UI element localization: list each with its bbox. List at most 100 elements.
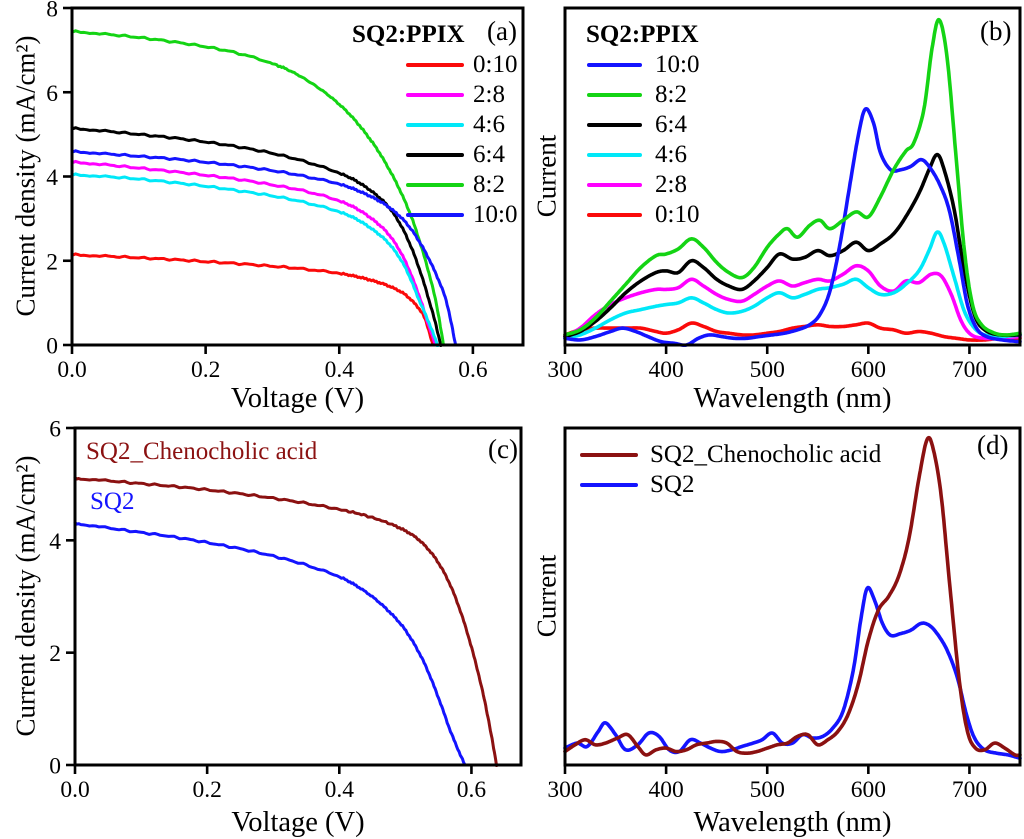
legend-a-title: SQ2:PPIX [352,21,465,48]
legend-swatch [406,153,464,157]
legend-swatch [587,123,642,127]
legend-row: 4:6 [350,110,517,140]
legend-label: 2:8 [655,171,687,198]
x-axis-label-b: Wavelength (nm) [694,383,892,414]
y-tick-label: 6 [46,81,58,107]
curve-c-sq2-chenocholic-acid [73,476,499,767]
y-axis-label-b: Current [531,134,562,218]
legend-label: 0:10 [473,51,518,78]
curve-b-8-2 [563,17,1022,337]
curve-a-2-8 [70,159,437,346]
curve-label-sq2-chenocholic-acid: SQ2_Chenocholic acid [86,438,318,465]
curve-label-sq2: SQ2 [90,488,135,515]
legend-swatch [587,153,642,157]
y-tick-label: 0 [46,334,58,360]
panel-letter-c: (c) [488,434,518,464]
x-tick-label: 600 [851,777,886,803]
legend-swatch [406,93,464,97]
curve-a-10-0 [70,149,457,346]
x-axis-label-d: Wavelength (nm) [694,807,892,838]
x-tick-label: 500 [750,357,785,383]
panel-letter-a: (a) [487,16,517,46]
legend-row: 8:2 [584,80,699,110]
legend-label: 0:10 [655,201,700,228]
curves-c [73,476,499,767]
x-tick-label: 600 [851,357,886,383]
legend-label: 6:4 [473,141,505,168]
x-tick-label: 700 [952,357,987,383]
legend-swatch [580,483,638,487]
curve-a-6-4 [70,126,443,347]
legend-label: SQ2 [650,471,695,498]
curves-b [563,17,1022,347]
panel-letter-d: (d) [977,430,1009,460]
x-tick-label: 0.2 [191,357,220,383]
curve-b-6-4 [563,152,1022,339]
legend-row: 10:0 [350,200,517,230]
y-axis-label-d: Current [531,554,562,638]
y-tick-label: 2 [49,641,61,667]
legend-row: 0:10 [584,200,699,230]
plot-frame-a [70,6,525,347]
legend-b-title: SQ2:PPIX [586,21,699,48]
legend-row: 6:4 [350,140,517,170]
legend-d: SQ2_Chenocholic acid SQ2 [578,440,881,500]
x-tick-label: 300 [547,777,582,803]
x-tick-label: 0.4 [325,777,355,803]
legend-swatch [587,63,642,67]
plot-frame-c [73,426,523,767]
x-tick-label: 0.2 [192,777,221,803]
y-tick-label: 8 [46,0,58,23]
legend-label: 4:6 [473,111,505,138]
x-tick-label: 0.0 [57,357,86,383]
curve-a-4-6 [70,172,439,347]
y-tick-label: 0 [49,754,61,780]
legend-label: 4:6 [655,141,687,168]
y-axis-label-c: Current density (mA/cm²) [10,455,41,737]
legend-label: 10:0 [655,51,700,78]
legend-label: SQ2_Chenocholic acid [650,441,882,468]
x-tick-label: 700 [952,777,987,803]
plot-frame-b [563,6,1022,347]
legend-b: SQ2:PPIX 10:0 8:2 6:4 4:6 2:8 0:10 [584,20,699,230]
panel-d-plot: 300 400 500 600 700 Wavelength (nm) [547,426,1022,838]
x-tick-label: 400 [648,777,683,803]
curves-a [70,29,457,347]
x-axis-label-a: Voltage (V) [231,383,364,414]
curve-b-10-0 [563,107,1022,347]
legend-row: 6:4 [584,110,699,140]
x-tick-label: 500 [750,777,785,803]
curve-b-4-6 [563,230,1022,341]
legend-swatch [406,213,464,217]
legend-row: SQ2_Chenocholic acid [578,440,881,470]
panel-a-plot: 0.0 0.2 0.4 0.6 0 2 4 6 8 Voltage (V) [46,0,525,414]
x-axis-label-c: Voltage (V) [231,807,364,838]
legend-swatch [406,183,464,187]
legend-swatch [587,213,642,217]
legend-row: 10:0 [584,50,699,80]
legend-swatch [580,453,638,457]
legend-row: 0:10 [350,50,517,80]
curve-b-0-10 [563,321,1022,342]
legend-label: 10:0 [473,201,518,228]
x-tick-label: 0.6 [457,777,487,803]
panel-letter-b: (b) [980,16,1012,46]
panel-c-plot: 0.0 0.2 0.4 0.6 0 2 4 6 Voltage (V) [49,417,523,838]
x-tick-label: 300 [547,357,582,383]
panel-b-plot: 300 400 500 600 700 Wavelength (nm) [547,6,1022,414]
y-tick-label: 6 [49,417,61,443]
legend-a: SQ2:PPIX 0:10 2:8 4:6 6:4 8:2 10:0 [350,20,517,230]
curve-b-2-8 [563,263,1022,341]
curve-d-sq2-chenocholic-acid [563,435,1022,758]
legend-label: 8:2 [655,81,687,108]
curve-a-0-10 [70,252,435,346]
x-tick-label: 0.4 [325,357,355,383]
x-tick-label: 0.6 [458,357,488,383]
y-tick-label: 2 [46,249,58,275]
legend-label: 6:4 [655,111,687,138]
legend-label: 2:8 [473,81,505,108]
y-tick-label: 4 [49,529,61,555]
legend-row: 2:8 [350,80,517,110]
legend-swatch [406,63,464,67]
